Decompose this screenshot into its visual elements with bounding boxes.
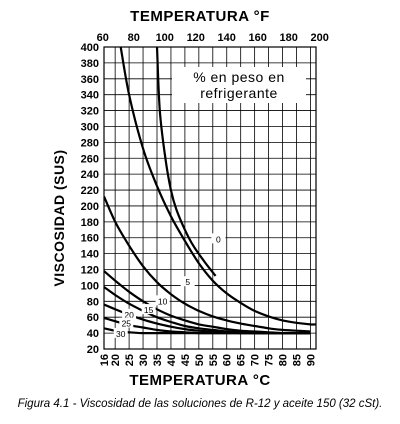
y-axis-title: VISCOSIDAD (SUS) [51, 149, 67, 286]
x-tick-label-c: 40 [166, 354, 178, 366]
curve-label-bg [211, 233, 226, 244]
x-tick-label-c: 80 [278, 354, 290, 366]
x-tick-label-f: 120 [187, 32, 205, 44]
series-line-0b [155, 47, 217, 277]
curve-label-bg [180, 276, 195, 287]
y-tick-label: 80 [87, 296, 99, 308]
y-tick-label: 320 [81, 106, 99, 118]
y-tick-label: 340 [81, 90, 99, 102]
curve-label-bg [155, 295, 170, 306]
curve-label-15: 15 [144, 305, 154, 315]
y-tick-label: 240 [81, 169, 99, 181]
series-line-30 [104, 327, 311, 335]
y-tick-label: 380 [81, 58, 99, 70]
x-tick-label-c: 30 [138, 354, 150, 366]
y-tick-label: 260 [81, 153, 99, 165]
x-tick-label-f: 140 [218, 32, 236, 44]
legend-title-line-1: % en peso en [193, 69, 285, 85]
curve-label-bg [141, 304, 156, 315]
curve-label-bg [113, 327, 128, 338]
x-tick-label-c: 45 [180, 354, 192, 366]
y-tick-label: 400 [81, 42, 99, 54]
y-tick-label: 120 [81, 265, 99, 277]
x-tick-label-c: 35 [152, 354, 164, 366]
x-tick-label-f: 100 [156, 32, 174, 44]
x-tick-label-c: 50 [194, 354, 206, 366]
curve-label-10: 10 [158, 296, 168, 306]
x-tick-label-c: 25 [124, 354, 136, 366]
y-tick-label: 300 [81, 121, 99, 133]
y-tick-label: 60 [87, 312, 99, 324]
bottom-axis-title: TEMPERATURA °C [129, 372, 271, 389]
x-tick-label-c: 65 [236, 354, 248, 366]
curve-label-5: 5 [185, 277, 190, 287]
y-tick-label: 180 [81, 217, 99, 229]
y-tick-label: 100 [81, 280, 99, 292]
x-tick-label-c: 75 [264, 354, 276, 366]
series-line-10 [104, 270, 311, 335]
x-tick-label-f: 80 [128, 32, 140, 44]
curve-label-30: 30 [116, 329, 126, 339]
x-tick-label-f: 60 [97, 32, 109, 44]
y-tick-label: 40 [87, 328, 99, 340]
x-tick-label-f: 200 [311, 32, 329, 44]
series-line-0 [119, 47, 316, 326]
curve-label-20: 20 [124, 310, 134, 320]
curve-label-0: 0 [216, 234, 221, 244]
x-tick-label-f: 160 [249, 32, 267, 44]
curve-label-bg [119, 317, 134, 328]
y-tick-label: 280 [81, 137, 99, 149]
legend-title-line-2: refrigerante [200, 85, 278, 101]
y-tick-label: 20 [87, 344, 99, 356]
legend-box [172, 67, 306, 103]
x-tick-label-c: 90 [305, 354, 317, 366]
top-axis-title: TEMPERATURA °F [130, 8, 270, 25]
y-tick-label: 200 [81, 201, 99, 213]
x-tick-label-c: 60 [222, 354, 234, 366]
x-tick-label-c: 70 [250, 354, 262, 366]
x-tick-label-c: 16 [99, 354, 111, 366]
curve-label-bg [122, 308, 137, 319]
y-tick-label: 360 [81, 74, 99, 86]
x-tick-label-c: 85 [291, 354, 303, 366]
x-tick-label-c: 20 [110, 354, 122, 366]
y-tick-label: 160 [81, 233, 99, 245]
series-line-5 [104, 195, 311, 333]
y-tick-label: 220 [81, 185, 99, 197]
y-tick-label: 140 [81, 249, 99, 261]
curve-label-25: 25 [122, 319, 132, 329]
figure-caption: Figura 4.1 - Viscosidad de las solucione… [17, 398, 383, 410]
x-tick-label-c: 55 [208, 354, 220, 366]
x-tick-label-f: 180 [280, 32, 298, 44]
